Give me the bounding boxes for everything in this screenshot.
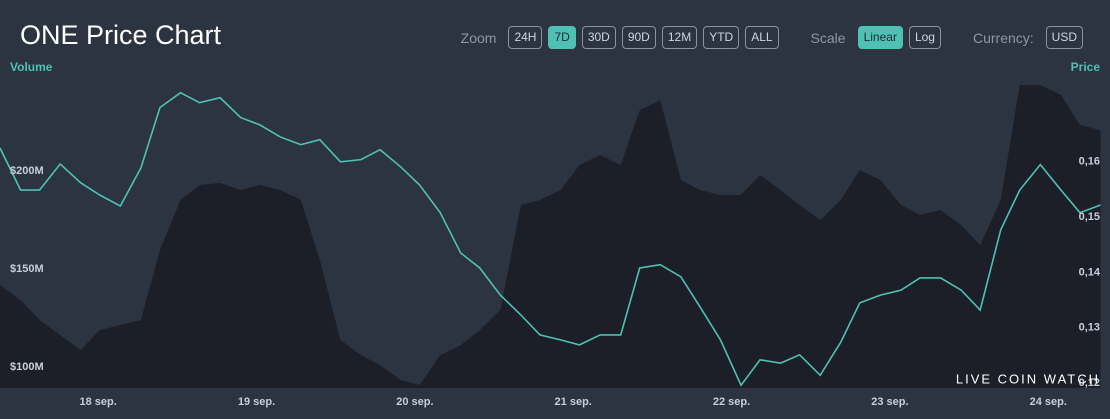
control-label: Scale: [810, 29, 846, 46]
volume-area: [0, 84, 1101, 389]
control-button[interactable]: USD: [1045, 26, 1083, 49]
axis-title: Price: [1071, 60, 1101, 74]
control-button[interactable]: Linear: [857, 26, 903, 49]
controls: Zoom 24H 7D 30D 90D 12M YTD ALL Scale Linear Log Cu…: [435, 26, 1089, 49]
y2-tick-label: 0,12: [1079, 377, 1100, 389]
control-button[interactable]: Log: [908, 26, 941, 49]
y-tick-label: $100M: [10, 361, 44, 373]
y2-tick-label: 0,14: [1079, 266, 1101, 278]
axis-title: Volume: [10, 60, 53, 74]
x-tick-label: 18 sep.: [80, 396, 117, 408]
control-button[interactable]: 90D: [621, 26, 656, 49]
x-tick-label: 23 sep.: [871, 396, 908, 408]
control-button[interactable]: YTD: [703, 26, 740, 49]
x-tick-label: 20 sep.: [396, 396, 433, 408]
y2-tick-label: 0,16: [1079, 156, 1100, 168]
y2-tick-label: 0,15: [1079, 211, 1100, 223]
y2-tick-label: 0,13: [1079, 322, 1100, 334]
control-label: Currency:: [972, 29, 1034, 46]
control-button[interactable]: 7D: [548, 26, 576, 49]
y-tick-label: $200M: [10, 165, 44, 177]
y-tick-label: $150M: [10, 263, 44, 275]
x-tick-label: 22 sep.: [713, 396, 750, 408]
control-button[interactable]: 24H: [508, 26, 543, 49]
control-button[interactable]: ALL: [745, 26, 779, 49]
x-tick-label: 19 sep.: [238, 396, 275, 408]
chart-title: ONE Price Chart: [20, 20, 222, 50]
control-button[interactable]: 30D: [581, 26, 616, 49]
control-button[interactable]: 12M: [661, 26, 698, 49]
watermark: LIVE COIN WATCH: [956, 371, 1100, 386]
price-line: [0, 91, 1101, 387]
x-tick-label: 24 sep.: [1030, 396, 1067, 408]
x-tick-label: 21 sep.: [555, 396, 592, 408]
control-label: Zoom: [460, 29, 497, 46]
